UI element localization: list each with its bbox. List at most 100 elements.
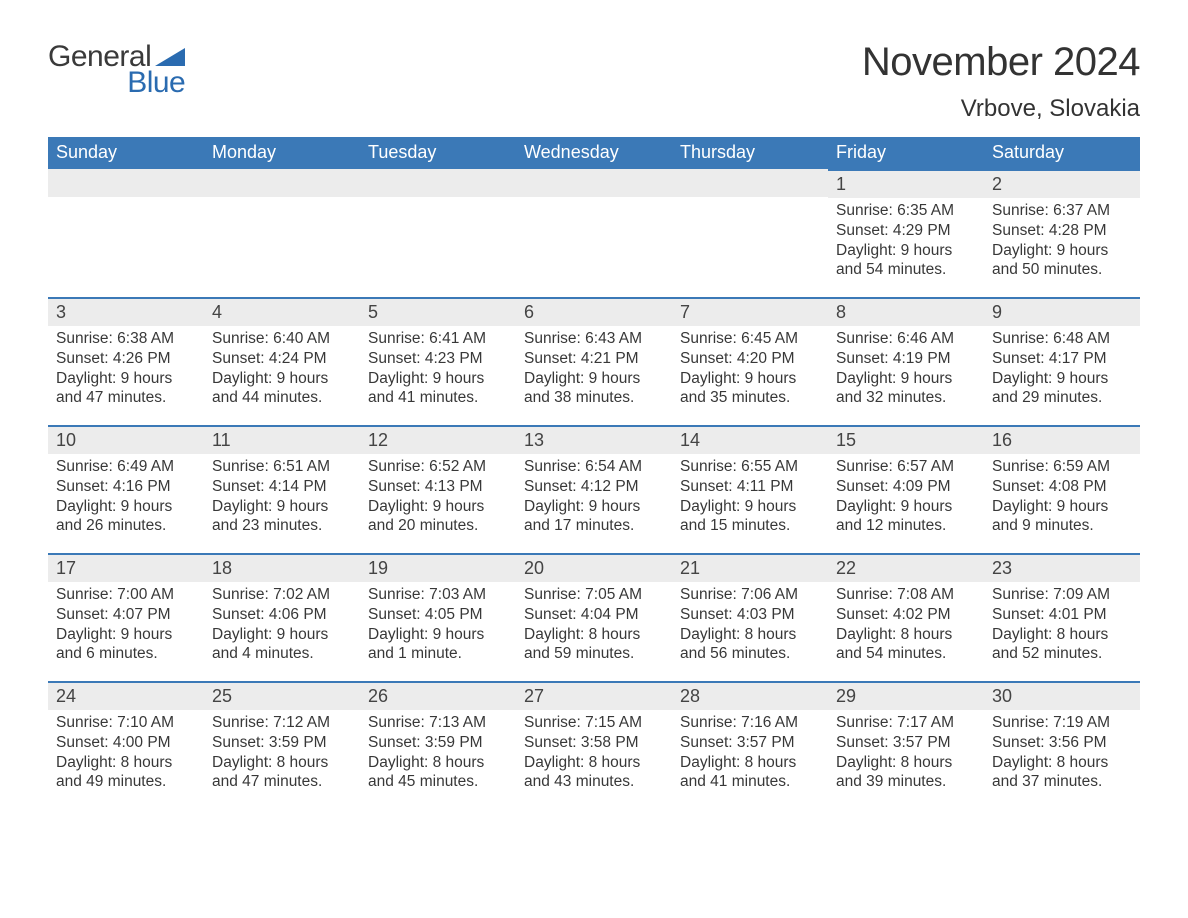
daylight-line: Daylight: 8 hours and 59 minutes. bbox=[524, 625, 664, 665]
sunrise-line: Sunrise: 7:17 AM bbox=[836, 713, 976, 733]
calendar-day-cell: 1Sunrise: 6:35 AMSunset: 4:29 PMDaylight… bbox=[828, 169, 984, 297]
logo-triangle-icon bbox=[155, 44, 185, 66]
sunset-line: Sunset: 4:23 PM bbox=[368, 349, 508, 369]
calendar-day-cell: 7Sunrise: 6:45 AMSunset: 4:20 PMDaylight… bbox=[672, 297, 828, 425]
day-number: 27 bbox=[516, 681, 672, 710]
sunset-line: Sunset: 4:26 PM bbox=[56, 349, 196, 369]
sunset-line: Sunset: 4:21 PM bbox=[524, 349, 664, 369]
day-details: Sunrise: 7:12 AMSunset: 3:59 PMDaylight:… bbox=[204, 710, 360, 800]
daylight-line: Daylight: 9 hours and 23 minutes. bbox=[212, 497, 352, 537]
day-number: 26 bbox=[360, 681, 516, 710]
daylight-line: Daylight: 9 hours and 26 minutes. bbox=[56, 497, 196, 537]
day-details: Sunrise: 7:05 AMSunset: 4:04 PMDaylight:… bbox=[516, 582, 672, 672]
sunset-line: Sunset: 3:57 PM bbox=[680, 733, 820, 753]
calendar-day-cell: 14Sunrise: 6:55 AMSunset: 4:11 PMDayligh… bbox=[672, 425, 828, 553]
sunrise-line: Sunrise: 6:46 AM bbox=[836, 329, 976, 349]
daylight-line: Daylight: 9 hours and 44 minutes. bbox=[212, 369, 352, 409]
sunset-line: Sunset: 3:59 PM bbox=[212, 733, 352, 753]
calendar-day-cell: 8Sunrise: 6:46 AMSunset: 4:19 PMDaylight… bbox=[828, 297, 984, 425]
weekday-header: Sunday bbox=[48, 137, 204, 169]
sunrise-line: Sunrise: 6:54 AM bbox=[524, 457, 664, 477]
sunrise-line: Sunrise: 6:40 AM bbox=[212, 329, 352, 349]
daylight-line: Daylight: 8 hours and 54 minutes. bbox=[836, 625, 976, 665]
calendar-week-row: 17Sunrise: 7:00 AMSunset: 4:07 PMDayligh… bbox=[48, 553, 1140, 681]
day-details: Sunrise: 6:35 AMSunset: 4:29 PMDaylight:… bbox=[828, 198, 984, 288]
weekday-header: Thursday bbox=[672, 137, 828, 169]
day-details: Sunrise: 6:43 AMSunset: 4:21 PMDaylight:… bbox=[516, 326, 672, 416]
calendar-empty-cell bbox=[360, 169, 516, 297]
calendar-day-cell: 16Sunrise: 6:59 AMSunset: 4:08 PMDayligh… bbox=[984, 425, 1140, 553]
daylight-line: Daylight: 8 hours and 56 minutes. bbox=[680, 625, 820, 665]
calendar-day-cell: 5 Sunrise: 6:41 AMSunset: 4:23 PMDaylight… bbox=[360, 297, 516, 425]
calendar-day-cell: 11Sunrise: 6:51 AMSunset: 4:14 PMDayligh… bbox=[204, 425, 360, 553]
day-details: Sunrise: 7:16 AMSunset: 3:57 PMDaylight:… bbox=[672, 710, 828, 800]
calendar-week-row: 10Sunrise: 6:49 AMSunset: 4:16 PMDayligh… bbox=[48, 425, 1140, 553]
weekday-header: Tuesday bbox=[360, 137, 516, 169]
day-number: 1 bbox=[828, 169, 984, 198]
sunrise-line: Sunrise: 6:55 AM bbox=[680, 457, 820, 477]
sunrise-line: Sunrise: 7:08 AM bbox=[836, 585, 976, 605]
sunset-line: Sunset: 4:08 PM bbox=[992, 477, 1132, 497]
sunset-line: Sunset: 4:06 PM bbox=[212, 605, 352, 625]
sunrise-line: Sunrise: 6:59 AM bbox=[992, 457, 1132, 477]
sunset-line: Sunset: 3:58 PM bbox=[524, 733, 664, 753]
sunrise-line: Sunrise: 6:57 AM bbox=[836, 457, 976, 477]
day-number: 25 bbox=[204, 681, 360, 710]
sunrise-line: Sunrise: 7:12 AM bbox=[212, 713, 352, 733]
daylight-line: Daylight: 9 hours and 17 minutes. bbox=[524, 497, 664, 537]
calendar-day-cell: 12Sunrise: 6:52 AMSunset: 4:13 PMDayligh… bbox=[360, 425, 516, 553]
day-details: Sunrise: 7:02 AMSunset: 4:06 PMDaylight:… bbox=[204, 582, 360, 672]
sunset-line: Sunset: 3:56 PM bbox=[992, 733, 1132, 753]
day-details: Sunrise: 7:10 AMSunset: 4:00 PMDaylight:… bbox=[48, 710, 204, 800]
calendar-day-cell: 4Sunrise: 6:40 AMSunset: 4:24 PMDaylight… bbox=[204, 297, 360, 425]
sunrise-line: Sunrise: 6:41 AM bbox=[368, 329, 508, 349]
weekday-header: Wednesday bbox=[516, 137, 672, 169]
weekday-header-row: SundayMondayTuesdayWednesdayThursdayFrid… bbox=[48, 137, 1140, 169]
calendar-day-cell: 15Sunrise: 6:57 AMSunset: 4:09 PMDayligh… bbox=[828, 425, 984, 553]
sunset-line: Sunset: 3:57 PM bbox=[836, 733, 976, 753]
calendar-day-cell: 18Sunrise: 7:02 AMSunset: 4:06 PMDayligh… bbox=[204, 553, 360, 681]
calendar-empty-cell bbox=[48, 169, 204, 297]
day-number: 16 bbox=[984, 425, 1140, 454]
daylight-line: Daylight: 8 hours and 52 minutes. bbox=[992, 625, 1132, 665]
day-number: 28 bbox=[672, 681, 828, 710]
day-details: Sunrise: 7:19 AMSunset: 3:56 PMDaylight:… bbox=[984, 710, 1140, 800]
daylight-line: Daylight: 8 hours and 43 minutes. bbox=[524, 753, 664, 793]
calendar-week-row: 24Sunrise: 7:10 AMSunset: 4:00 PMDayligh… bbox=[48, 681, 1140, 809]
day-number: 12 bbox=[360, 425, 516, 454]
day-number: 22 bbox=[828, 553, 984, 582]
daylight-line: Daylight: 9 hours and 47 minutes. bbox=[56, 369, 196, 409]
sunset-line: Sunset: 4:16 PM bbox=[56, 477, 196, 497]
sunrise-line: Sunrise: 6:49 AM bbox=[56, 457, 196, 477]
daylight-line: Daylight: 9 hours and 4 minutes. bbox=[212, 625, 352, 665]
sunset-line: Sunset: 3:59 PM bbox=[368, 733, 508, 753]
calendar-day-cell: 9Sunrise: 6:48 AMSunset: 4:17 PMDaylight… bbox=[984, 297, 1140, 425]
daylight-line: Daylight: 9 hours and 15 minutes. bbox=[680, 497, 820, 537]
daylight-line: Daylight: 8 hours and 49 minutes. bbox=[56, 753, 196, 793]
daylight-line: Daylight: 9 hours and 35 minutes. bbox=[680, 369, 820, 409]
calendar-day-cell: 21Sunrise: 7:06 AMSunset: 4:03 PMDayligh… bbox=[672, 553, 828, 681]
day-number: 10 bbox=[48, 425, 204, 454]
empty-daynum-row bbox=[516, 169, 672, 197]
day-number: 17 bbox=[48, 553, 204, 582]
daylight-line: Daylight: 9 hours and 38 minutes. bbox=[524, 369, 664, 409]
weekday-header: Friday bbox=[828, 137, 984, 169]
daylight-line: Daylight: 9 hours and 41 minutes. bbox=[368, 369, 508, 409]
sunrise-line: Sunrise: 7:09 AM bbox=[992, 585, 1132, 605]
weekday-header: Saturday bbox=[984, 137, 1140, 169]
sunrise-line: Sunrise: 7:13 AM bbox=[368, 713, 508, 733]
day-number: 5 bbox=[360, 297, 516, 326]
empty-daynum-row bbox=[204, 169, 360, 197]
day-number: 21 bbox=[672, 553, 828, 582]
daylight-line: Daylight: 9 hours and 6 minutes. bbox=[56, 625, 196, 665]
calendar-day-cell: 2Sunrise: 6:37 AMSunset: 4:28 PMDaylight… bbox=[984, 169, 1140, 297]
day-number: 9 bbox=[984, 297, 1140, 326]
calendar-day-cell: 19Sunrise: 7:03 AMSunset: 4:05 PMDayligh… bbox=[360, 553, 516, 681]
sunrise-line: Sunrise: 6:51 AM bbox=[212, 457, 352, 477]
sunset-line: Sunset: 4:28 PM bbox=[992, 221, 1132, 241]
daylight-line: Daylight: 8 hours and 45 minutes. bbox=[368, 753, 508, 793]
day-number: 8 bbox=[828, 297, 984, 326]
empty-daynum-row bbox=[48, 169, 204, 197]
sunrise-line: Sunrise: 6:35 AM bbox=[836, 201, 976, 221]
day-details: Sunrise: 6:54 AMSunset: 4:12 PMDaylight:… bbox=[516, 454, 672, 544]
